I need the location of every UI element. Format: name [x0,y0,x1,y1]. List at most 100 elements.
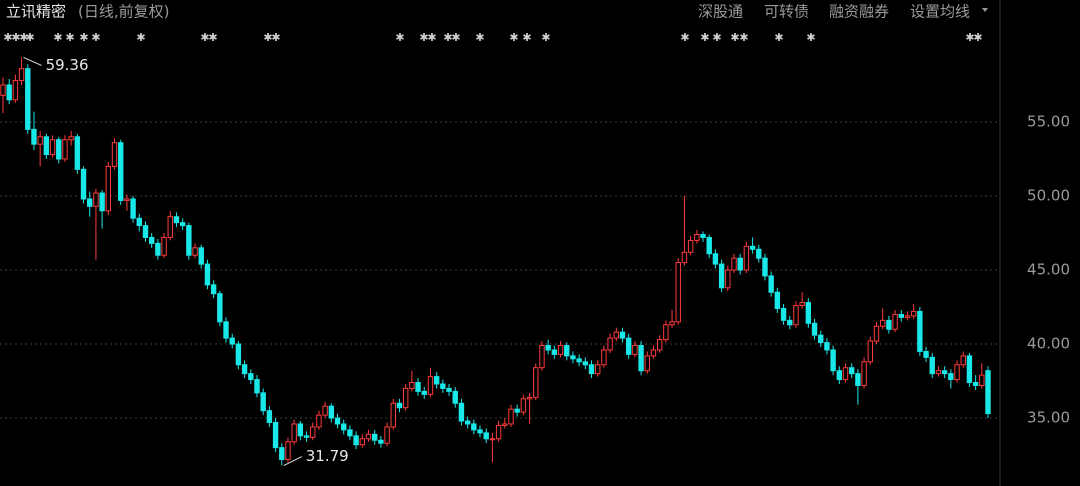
candle-body [105,165,112,212]
candle-body [923,350,929,358]
candle-body [972,382,979,386]
toolbar-item[interactable]: 可转债 [764,3,809,21]
candle-body [985,370,991,415]
candle-body [118,142,124,201]
y-tick-label: 45.00 [1027,261,1070,279]
candle-body [130,198,136,219]
candle-body [446,387,452,392]
candle-body [217,293,223,323]
candle-body [650,349,657,357]
candle-body [787,319,793,326]
candle-body [483,432,489,440]
candle-body [675,262,681,323]
candle-body [595,364,601,375]
candle-body [93,192,99,207]
candle-body [663,324,669,341]
candle-body [960,355,966,366]
candle-body [638,345,644,372]
candle-body [842,367,849,381]
candle-body [248,373,254,381]
candle-body [291,423,297,443]
candle-body [62,139,68,160]
candle-body [192,247,198,256]
stock-name: 立讯精密 [6,3,66,21]
candle-body [768,275,774,293]
candle-body [867,340,873,363]
toolbar-item[interactable]: 融资融券 [829,3,889,21]
candle-body [718,263,725,289]
y-tick-label: 40.00 [1027,335,1070,353]
candle-body [241,364,248,375]
candle-body [737,257,743,271]
candle-body [545,345,551,351]
candle-body [186,225,192,256]
candle-body [892,313,898,330]
event-marker: ✱ [475,31,484,44]
candle-body [235,343,242,366]
candle-body [731,257,737,271]
candle-body [173,216,180,224]
event-marker: ✱ [419,31,428,44]
candle-body [818,334,824,344]
event-marker: ✱ [136,31,145,44]
candle-body [179,222,186,227]
candle-body [582,361,589,366]
candle-body [910,310,917,317]
candle-body [656,339,663,351]
candle-body [285,441,291,461]
candle-body [378,439,384,444]
candle-body [322,405,328,416]
event-marker: ✱ [3,31,12,44]
candle-body [886,319,892,330]
candle-body [56,139,62,160]
candle-body [836,370,843,381]
toolbar-item[interactable]: 深股通 [698,3,743,21]
event-marker: ✱ [25,31,34,44]
event-marker: ✱ [680,31,689,44]
candle-body [142,225,149,238]
candle-body [297,423,304,437]
candle-body [458,402,465,422]
candle-body [390,402,396,428]
annotation-arrow [23,56,42,66]
candle-body [588,364,595,375]
candle-body [725,269,731,289]
candle-body [0,84,6,96]
candle-body [229,337,235,345]
candle-body [334,417,341,425]
candle-body [935,370,942,375]
candle-body [941,370,948,375]
candle-body [954,364,960,381]
candle-body [74,136,81,170]
candle-body [260,392,266,412]
candle-body [613,331,620,339]
candle-body [433,376,440,385]
event-marker: ✱ [208,31,217,44]
toolbar: 深股通 可转债 融资融券 设置均线 [698,3,970,21]
candle-body [694,233,700,241]
candle-body [495,424,502,440]
annotation-label: 59.36 [46,56,89,74]
chart-subtitle: (日线,前复权) [78,3,169,21]
candle-body [198,247,204,265]
candle-body [279,447,285,461]
event-marker: ✱ [712,31,721,44]
event-marker: ✱ [965,31,974,44]
event-marker: ✱ [739,31,748,44]
y-tick-label: 50.00 [1027,186,1070,204]
candle-body [502,423,508,426]
candle-body [873,325,880,342]
candle-body [124,198,130,201]
candle-body [25,68,31,130]
candle-body [223,321,229,339]
candle-body [415,382,421,392]
candle-body [316,414,322,428]
candle-body [37,136,43,145]
event-marker: ✱ [271,31,280,44]
toolbar-item[interactable]: 设置均线 [910,3,970,21]
candle-body [644,355,650,372]
candle-body [966,355,973,384]
candle-body [80,168,87,200]
event-marker: ✱ [806,31,815,44]
event-marker: ✱ [443,31,452,44]
